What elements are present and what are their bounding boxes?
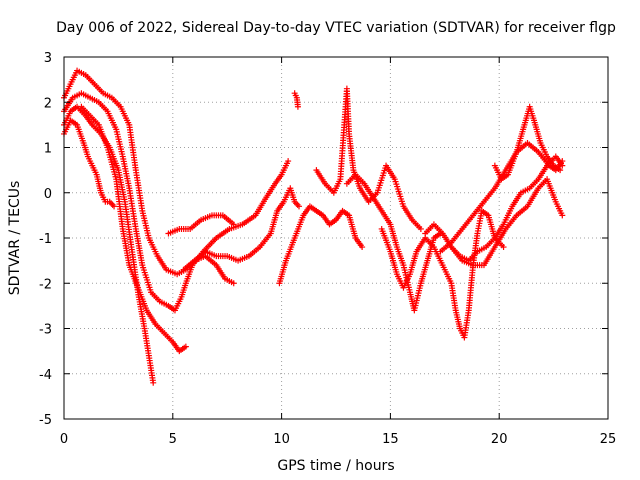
x-tick-label: 5 bbox=[169, 432, 177, 447]
y-tick-label: 3 bbox=[44, 51, 52, 66]
y-tick-label: -3 bbox=[39, 323, 52, 338]
x-tick-label: 10 bbox=[273, 432, 290, 447]
data-point-marker bbox=[559, 212, 566, 219]
y-tick-label: -1 bbox=[39, 232, 52, 247]
data-point-marker bbox=[296, 203, 303, 210]
series-track-9 bbox=[291, 90, 301, 110]
data-point-marker bbox=[294, 103, 301, 110]
data-point-marker bbox=[417, 225, 424, 232]
x-axis-label: GPS time / hours bbox=[277, 458, 394, 474]
x-tick-label: 0 bbox=[60, 432, 68, 447]
data-point-marker bbox=[285, 158, 292, 165]
data-point-marker bbox=[359, 244, 366, 251]
data-point-marker bbox=[500, 244, 507, 251]
data-point-marker bbox=[557, 167, 564, 174]
x-tick-label: 20 bbox=[491, 432, 508, 447]
data-point-marker bbox=[230, 280, 237, 287]
y-tick-label: -5 bbox=[39, 413, 52, 428]
data-point-marker bbox=[230, 221, 237, 228]
series-track-6 bbox=[165, 212, 237, 237]
data-point-marker bbox=[182, 343, 189, 350]
series-trace bbox=[380, 210, 505, 339]
series-track-16 bbox=[491, 103, 564, 183]
series-track-10 bbox=[313, 85, 424, 232]
y-tick-label: 0 bbox=[44, 187, 52, 202]
chart-title: Day 006 of 2022, Sidereal Day-to-day VTE… bbox=[56, 20, 616, 36]
data-point-marker bbox=[150, 379, 157, 386]
series-track-4 bbox=[61, 117, 118, 210]
data-series bbox=[61, 67, 566, 386]
series-track-2 bbox=[61, 90, 292, 314]
y-tick-label: 1 bbox=[44, 142, 52, 157]
data-point-marker bbox=[111, 203, 118, 210]
series-track-7 bbox=[180, 253, 237, 287]
series-track-12 bbox=[378, 207, 507, 341]
axis-ticks: 0 5 10 15 20 25 -5 -4 -3 -2 -1 0 1 2 3 bbox=[39, 51, 616, 447]
data-point-marker bbox=[559, 158, 566, 165]
series-track-3 bbox=[61, 103, 157, 386]
series-track-8 bbox=[276, 203, 366, 287]
y-tick-label: -2 bbox=[39, 277, 52, 292]
x-tick-label: 25 bbox=[600, 432, 617, 447]
series-track-14 bbox=[437, 139, 566, 255]
x-tick-label: 15 bbox=[382, 432, 399, 447]
y-tick-label: 2 bbox=[44, 96, 52, 111]
series-track-11 bbox=[343, 171, 444, 314]
y-tick-label: -4 bbox=[39, 368, 52, 383]
y-axis-label: SDTVAR / TECUs bbox=[7, 181, 23, 296]
series-track-5 bbox=[78, 103, 189, 355]
series-track-15 bbox=[448, 176, 566, 269]
